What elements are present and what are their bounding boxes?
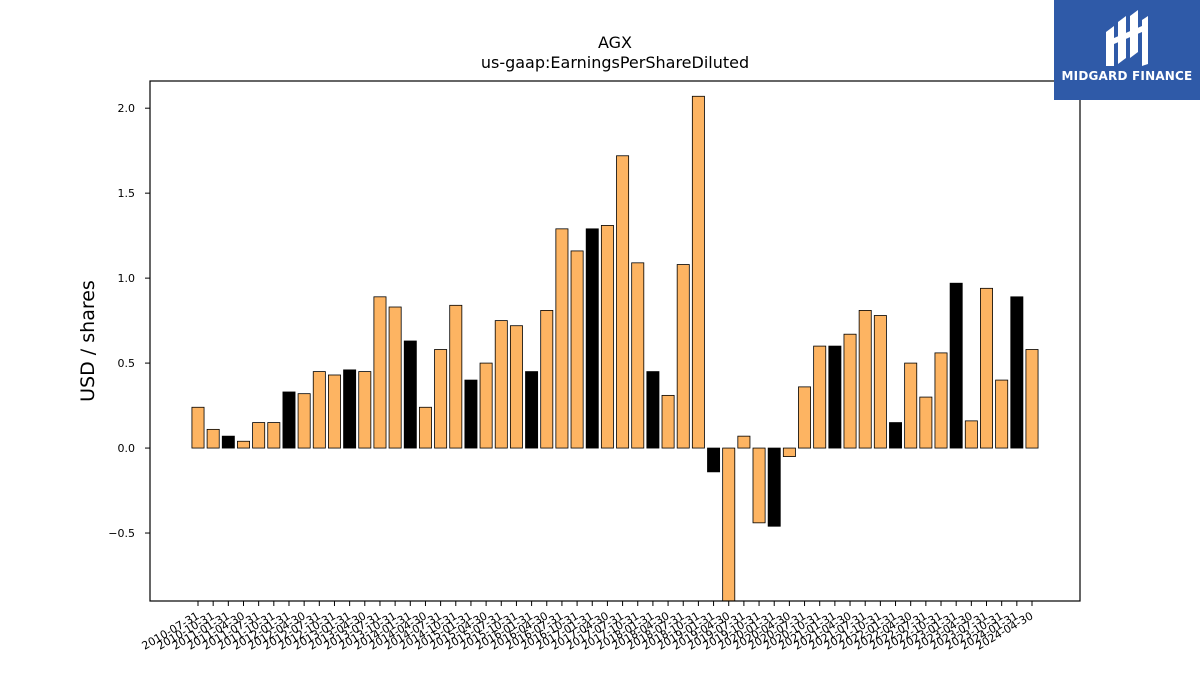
- bar-2016-10-31: [570, 250, 584, 449]
- bar-2021-04-30: [843, 333, 857, 449]
- chart-title: AGX: [598, 33, 632, 52]
- bar-2015-10-31: [509, 325, 523, 449]
- bar-2022-10-31: [934, 352, 948, 449]
- bar-2021-07-31: [858, 310, 872, 449]
- bar-2014-04-30: [418, 406, 432, 449]
- bar-2023-04-30: [964, 420, 978, 449]
- bar-2022-01-31: [889, 422, 902, 449]
- y-tick-label: 1.0: [118, 272, 136, 285]
- bar-2020-04-30: [782, 447, 796, 457]
- bar-2019-07-31: [737, 435, 751, 449]
- bar-2013-01-31: [343, 369, 357, 449]
- bar-2019-01-31: [707, 447, 721, 473]
- bar-2018-01-31: [646, 371, 660, 449]
- bar-2015-07-31: [494, 320, 508, 449]
- y-axis-label: USD / shares: [77, 280, 99, 402]
- bar-2014-07-31: [434, 349, 448, 449]
- bar-2013-04-30: [358, 371, 372, 449]
- bar-2019-10-31: [752, 447, 766, 524]
- chart-subtitle: us-gaap:EarningsPerShareDiluted: [481, 53, 749, 72]
- bar-2020-01-31: [767, 447, 781, 527]
- y-tick-label: −0.5: [108, 527, 135, 540]
- bar-2014-10-31: [449, 304, 463, 449]
- bar-2020-07-31: [798, 386, 812, 449]
- bar-2018-10-31: [691, 95, 705, 449]
- bar-2016-04-30: [540, 310, 554, 449]
- y-tick-label: 1.5: [118, 187, 136, 200]
- bar-2019-04-30: [722, 447, 736, 602]
- y-tick-label: 0.5: [118, 357, 136, 370]
- bar-2015-04-30: [479, 362, 493, 449]
- bar-series: [191, 95, 1039, 602]
- bar-2012-10-31: [328, 374, 341, 449]
- bar-2013-07-31: [373, 296, 387, 449]
- y-axis-ticks: −0.5 0.0 0.5 1.0 1.5 2.0: [108, 102, 150, 540]
- bar-2011-07-31: [252, 422, 266, 449]
- bar-2011-04-30: [237, 440, 250, 449]
- y-tick-label: 2.0: [118, 102, 136, 115]
- bar-2018-07-31: [676, 264, 690, 449]
- bar-2022-04-30: [904, 362, 918, 449]
- bar-2024-04-30: [1025, 349, 1039, 449]
- bar-2024-01-31: [1010, 296, 1024, 449]
- bar-2020-10-31: [813, 345, 827, 449]
- plot-frame: [149, 80, 1081, 602]
- bar-2013-10-31: [388, 306, 402, 449]
- bar-2018-04-30: [661, 394, 675, 449]
- bar-2017-01-31: [585, 228, 599, 449]
- bar-2023-10-31: [995, 379, 1009, 449]
- bar-2021-01-31: [828, 345, 842, 449]
- bar-2011-10-31: [267, 422, 281, 449]
- bar-2015-01-31: [464, 379, 478, 449]
- midgard-logo-icon: [1106, 10, 1148, 66]
- bar-2017-10-31: [631, 262, 645, 449]
- bar-2023-07-31: [980, 287, 993, 449]
- bar-2012-07-31: [312, 371, 326, 449]
- midgard-finance-logo: MIDGARD FINANCE: [1054, 0, 1200, 100]
- bar-2012-01-31: [282, 391, 296, 449]
- y-tick-label: 0.0: [118, 442, 136, 455]
- bar-2012-04-30: [297, 393, 311, 449]
- bar-2021-10-31: [873, 315, 887, 449]
- bar-2023-01-31: [949, 282, 963, 449]
- brand-name: MIDGARD FINANCE: [1061, 69, 1193, 83]
- bar-2016-07-31: [555, 228, 569, 449]
- bar-2014-01-31: [403, 340, 417, 449]
- bar-2010-07-31: [191, 406, 205, 449]
- bar-2016-01-31: [525, 371, 539, 449]
- bar-2011-01-31: [221, 435, 235, 449]
- x-axis-ticks: 2010-07-312010-10-312011-01-312011-04-30…: [140, 601, 1036, 653]
- bar-2017-04-30: [600, 225, 614, 449]
- bar-2022-07-31: [919, 396, 933, 449]
- bar-2017-07-31: [616, 155, 630, 449]
- bar-2010-10-31: [206, 428, 220, 449]
